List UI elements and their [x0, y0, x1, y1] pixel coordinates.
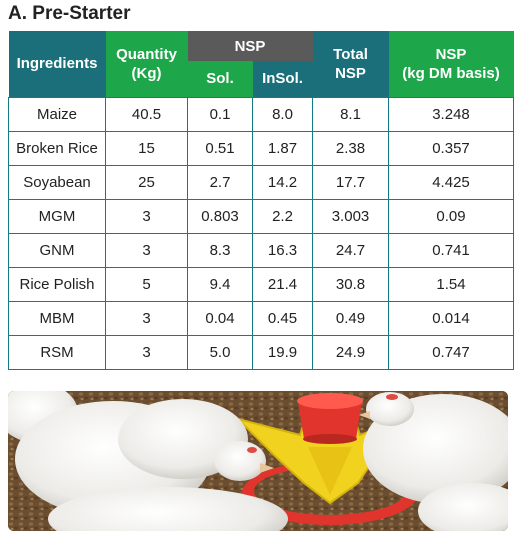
cell-insol: 19.9: [252, 334, 313, 370]
cell-quantity: 3: [105, 334, 188, 370]
cell-total: 30.8: [312, 266, 389, 302]
cell-ingredient: Soyabean: [8, 164, 106, 200]
table-row: GNM 3 8.3 16.3 24.7 0.741: [8, 232, 514, 268]
cell-quantity: 25: [105, 164, 188, 200]
chickens-feeder-photo: [8, 391, 508, 531]
cell-insol: 21.4: [252, 266, 313, 302]
table-row: RSM 3 5.0 19.9 24.9 0.747: [8, 334, 514, 370]
table-row: Soyabean 25 2.7 14.2 17.7 4.425: [8, 164, 514, 200]
table-row: Rice Polish 5 9.4 21.4 30.8 1.54: [8, 266, 514, 302]
cell-ingredient: Broken Rice: [8, 130, 106, 166]
cell-sol: 9.4: [187, 266, 253, 302]
cell-insol: 2.2: [252, 198, 313, 234]
section-title: A. Pre-Starter: [8, 3, 131, 24]
cell-total: 17.7: [312, 164, 389, 200]
cell-sol: 0.803: [187, 198, 253, 234]
cell-quantity: 5: [105, 266, 188, 302]
cell-nsp-dm: 4.425: [388, 164, 514, 200]
cell-sol: 0.04: [187, 300, 253, 336]
cell-quantity: 40.5: [105, 96, 188, 132]
cell-quantity: 3: [105, 198, 188, 234]
cell-sol: 0.51: [187, 130, 253, 166]
cell-total: 0.49: [312, 300, 389, 336]
cell-sol: 5.0: [187, 334, 253, 370]
cell-sol: 8.3: [187, 232, 253, 268]
cell-sol: 0.1: [187, 96, 253, 132]
cell-nsp-dm: 3.248: [388, 96, 514, 132]
table-row: MBM 3 0.04 0.45 0.49 0.014: [8, 300, 514, 336]
cell-total: 3.003: [312, 198, 389, 234]
cell-ingredient: GNM: [8, 232, 106, 268]
cell-quantity: 15: [105, 130, 188, 166]
cell-nsp-dm: 1.54: [388, 266, 514, 302]
cell-insol: 14.2: [252, 164, 313, 200]
cell-insol: 8.0: [252, 96, 313, 132]
table-row: MGM 3 0.803 2.2 3.003 0.09: [8, 198, 514, 234]
cell-quantity: 3: [105, 300, 188, 336]
cell-nsp-dm: 0.747: [388, 334, 514, 370]
cell-sol: 2.7: [187, 164, 253, 200]
cell-total: 8.1: [312, 96, 389, 132]
header-nsp: NSP: [187, 31, 313, 61]
table-row: Maize 40.5 0.1 8.0 8.1 3.248: [8, 96, 514, 132]
cell-total: 2.38: [312, 130, 389, 166]
cell-ingredient: Rice Polish: [8, 266, 106, 302]
cell-total: 24.7: [312, 232, 389, 268]
header-insol: InSol.: [252, 61, 313, 97]
cell-insol: 1.87: [252, 130, 313, 166]
header-quantity: Quantity (Kg): [105, 31, 188, 97]
header-ingredients: Ingredients: [8, 31, 106, 97]
header-total-nsp: Total NSP: [312, 31, 389, 97]
cell-nsp-dm: 0.014: [388, 300, 514, 336]
cell-ingredient: MGM: [8, 198, 106, 234]
cell-nsp-dm: 0.741: [388, 232, 514, 268]
cell-total: 24.9: [312, 334, 389, 370]
header-sol: Sol.: [187, 61, 253, 97]
cell-ingredient: MBM: [8, 300, 106, 336]
cell-ingredient: RSM: [8, 334, 106, 370]
cell-nsp-dm: 0.357: [388, 130, 514, 166]
cell-insol: 16.3: [252, 232, 313, 268]
cell-quantity: 3: [105, 232, 188, 268]
table-row: Broken Rice 15 0.51 1.87 2.38 0.357: [8, 130, 514, 166]
nsp-table: Ingredients Quantity (Kg) NSP Total NSP NS…: [8, 31, 514, 370]
cell-ingredient: Maize: [8, 96, 106, 132]
cell-insol: 0.45: [252, 300, 313, 336]
cell-nsp-dm: 0.09: [388, 198, 514, 234]
header-nsp-dm-basis: NSP (kg DM basis): [388, 31, 514, 97]
